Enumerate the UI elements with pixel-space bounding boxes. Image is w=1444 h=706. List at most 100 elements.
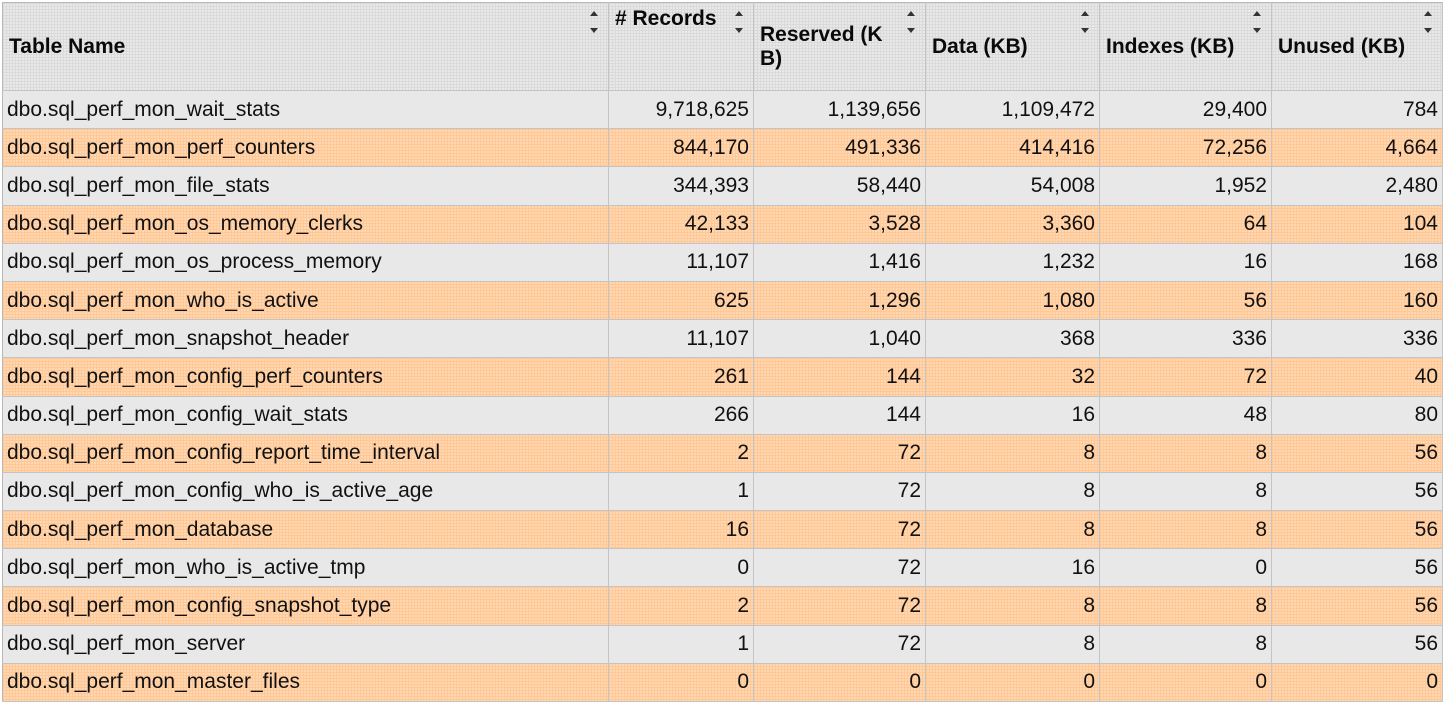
cell-unused: 104	[1271, 205, 1443, 244]
cell-data: 16	[925, 548, 1100, 588]
cell-records: 261	[608, 357, 754, 397]
cell-indexes: 8	[1099, 510, 1272, 550]
cell-reserved: 3,528	[753, 205, 926, 244]
cell-data: 8	[925, 586, 1100, 626]
table-row[interactable]: dbo.sql_perf_mon_config_wait_stats 266 144…	[2, 396, 1443, 435]
cell-data: 1,080	[925, 281, 1100, 321]
cell-table-name: dbo.sql_perf_mon_file_stats	[2, 166, 609, 206]
column-header-table-name[interactable]: Table Name	[2, 2, 609, 91]
cell-table-name: dbo.sql_perf_mon_who_is_active_tmp	[2, 548, 609, 588]
cell-table-name: dbo.sql_perf_mon_database	[2, 510, 609, 550]
cell-table-name: dbo.sql_perf_mon_master_files	[2, 663, 609, 703]
cell-reserved: 58,440	[753, 166, 926, 206]
table-row[interactable]: dbo.sql_perf_mon_server 1 72 8 8 56	[2, 625, 1443, 664]
cell-records: 625	[608, 281, 754, 321]
cell-table-name: dbo.sql_perf_mon_os_memory_clerks	[2, 205, 609, 244]
column-header-reserved[interactable]: Reserved (KB)	[753, 2, 926, 91]
sort-arrows-icon[interactable]	[905, 11, 917, 33]
cell-indexes: 16	[1099, 243, 1272, 282]
cell-indexes: 72	[1099, 357, 1272, 397]
cell-reserved: 72	[753, 472, 926, 512]
cell-data: 3,360	[925, 205, 1100, 244]
sort-arrows-icon[interactable]	[1251, 11, 1263, 33]
table-row[interactable]: dbo.sql_perf_mon_who_is_active 625 1,296 1,…	[2, 281, 1443, 321]
cell-unused: 56	[1271, 625, 1443, 664]
column-header-indexes[interactable]: Indexes (KB)	[1099, 2, 1272, 91]
cell-reserved: 144	[753, 396, 926, 435]
cell-records: 16	[608, 510, 754, 550]
cell-records: 344,393	[608, 166, 754, 206]
table-row[interactable]: dbo.sql_perf_mon_perf_counters 844,170 491…	[2, 128, 1443, 168]
cell-reserved: 0	[753, 663, 926, 703]
cell-records: 2	[608, 586, 754, 626]
column-header-label: Data (KB)	[932, 34, 1028, 58]
table-row[interactable]: dbo.sql_perf_mon_who_is_active_tmp 0 72 16 0…	[2, 548, 1443, 588]
table-row[interactable]: dbo.sql_perf_mon_master_files 0 0 0 0 0	[2, 663, 1443, 703]
table-row[interactable]: dbo.sql_perf_mon_file_stats 344,393 58,440…	[2, 166, 1443, 206]
cell-data: 8	[925, 472, 1100, 512]
cell-records: 0	[608, 548, 754, 588]
cell-records: 42,133	[608, 205, 754, 244]
cell-data: 0	[925, 663, 1100, 703]
column-header-data[interactable]: Data (KB)	[925, 2, 1100, 91]
cell-reserved: 72	[753, 586, 926, 626]
cell-unused: 160	[1271, 281, 1443, 321]
cell-records: 11,107	[608, 319, 754, 359]
cell-records: 2	[608, 434, 754, 473]
table-row[interactable]: dbo.sql_perf_mon_os_memory_clerks 42,133 3…	[2, 205, 1443, 244]
cell-unused: 0	[1271, 663, 1443, 703]
cell-table-name: dbo.sql_perf_mon_os_process_memory	[2, 243, 609, 282]
table-row[interactable]: dbo.sql_perf_mon_os_process_memory 11,107…	[2, 243, 1443, 282]
cell-records: 844,170	[608, 128, 754, 168]
cell-indexes: 336	[1099, 319, 1272, 359]
cell-unused: 80	[1271, 396, 1443, 435]
cell-indexes: 8	[1099, 472, 1272, 512]
column-header-unused[interactable]: Unused (KB)	[1271, 2, 1443, 91]
sort-arrows-icon[interactable]	[1422, 11, 1434, 33]
cell-table-name: dbo.sql_perf_mon_config_who_is_active_ag…	[2, 472, 609, 512]
column-header-label: Unused (KB)	[1278, 34, 1406, 58]
cell-reserved: 1,040	[753, 319, 926, 359]
column-header-label: Indexes (KB)	[1106, 34, 1235, 58]
cell-reserved: 72	[753, 510, 926, 550]
cell-data: 8	[925, 625, 1100, 664]
table-row[interactable]: dbo.sql_perf_mon_config_perf_counters 261…	[2, 357, 1443, 397]
cell-indexes: 56	[1099, 281, 1272, 321]
column-header-label: Table Name	[9, 34, 126, 58]
cell-unused: 40	[1271, 357, 1443, 397]
cell-table-name: dbo.sql_perf_mon_who_is_active	[2, 281, 609, 321]
sort-arrows-icon[interactable]	[733, 11, 745, 33]
cell-unused: 168	[1271, 243, 1443, 282]
table-row[interactable]: dbo.sql_perf_mon_snapshot_header 11,107 1,…	[2, 319, 1443, 359]
column-header-label: # Records	[615, 7, 717, 30]
cell-records: 266	[608, 396, 754, 435]
cell-unused: 56	[1271, 472, 1443, 512]
cell-records: 1	[608, 625, 754, 664]
sort-arrows-icon[interactable]	[1079, 11, 1091, 33]
cell-indexes: 72,256	[1099, 128, 1272, 168]
cell-indexes: 8	[1099, 434, 1272, 473]
table-row[interactable]: dbo.sql_perf_mon_config_report_time_inte…	[2, 434, 1443, 473]
cell-table-name: dbo.sql_perf_mon_snapshot_header	[2, 319, 609, 359]
cell-unused: 56	[1271, 510, 1443, 550]
cell-data: 8	[925, 510, 1100, 550]
header-row: Table Name # Records Reserved (KB) Data …	[2, 2, 1443, 91]
cell-data: 54,008	[925, 166, 1100, 206]
cell-table-name: dbo.sql_perf_mon_config_perf_counters	[2, 357, 609, 397]
cell-data: 1,232	[925, 243, 1100, 282]
cell-reserved: 72	[753, 548, 926, 588]
table-row[interactable]: dbo.sql_perf_mon_database 16 72 8 8 56	[2, 510, 1443, 550]
cell-unused: 784	[1271, 90, 1443, 130]
table-row[interactable]: dbo.sql_perf_mon_config_who_is_active_ag…	[2, 472, 1443, 512]
cell-data: 1,109,472	[925, 90, 1100, 130]
column-header-records[interactable]: # Records	[608, 2, 754, 91]
cell-reserved: 1,416	[753, 243, 926, 282]
sort-arrows-icon[interactable]	[588, 11, 600, 33]
cell-records: 1	[608, 472, 754, 512]
cell-indexes: 8	[1099, 625, 1272, 664]
table-row[interactable]: dbo.sql_perf_mon_config_snapshot_type 2 72…	[2, 586, 1443, 626]
table-row[interactable]: dbo.sql_perf_mon_wait_stats 9,718,625 1,13…	[2, 90, 1443, 130]
cell-records: 11,107	[608, 243, 754, 282]
cell-data: 414,416	[925, 128, 1100, 168]
